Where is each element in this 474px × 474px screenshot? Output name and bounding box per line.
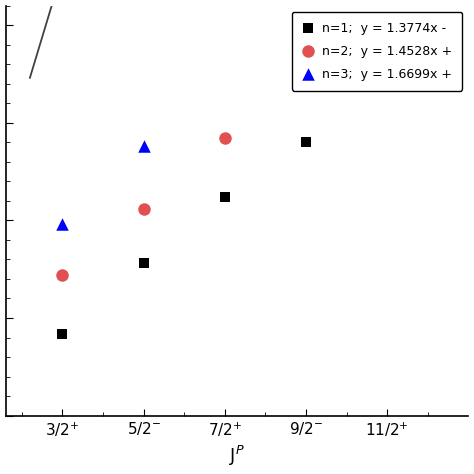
n=1;  y = 1.3774x - <box>221 193 228 201</box>
n=1;  y = 1.3774x - <box>302 138 310 146</box>
n=3;  y = 1.6699x + <box>140 142 147 150</box>
Legend: n=1;  y = 1.3774x -, n=2;  y = 1.4528x +, n=3;  y = 1.6699x +: n=1; y = 1.3774x -, n=2; y = 1.4528x +, … <box>292 12 462 91</box>
n=2;  y = 1.4528x + <box>59 271 66 279</box>
n=2;  y = 1.4528x + <box>140 205 147 212</box>
X-axis label: J$^{P}$: J$^{P}$ <box>229 444 245 468</box>
n=1;  y = 1.3774x - <box>383 64 391 72</box>
n=2;  y = 1.4528x + <box>221 135 228 142</box>
n=1;  y = 1.3774x - <box>140 260 147 267</box>
n=1;  y = 1.3774x - <box>59 330 66 337</box>
n=3;  y = 1.6699x + <box>59 220 66 228</box>
